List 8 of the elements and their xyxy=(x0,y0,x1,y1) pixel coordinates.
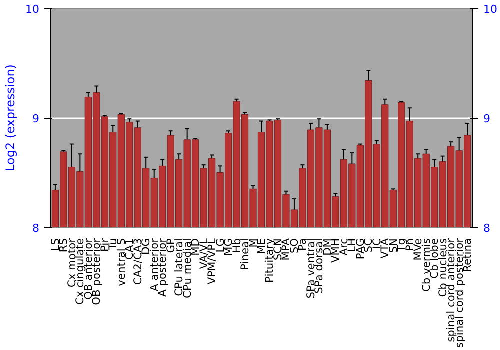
y2-tick-label: 9 xyxy=(484,112,490,126)
y-tick-label: 9 xyxy=(32,112,40,126)
y2-tick-label: 10 xyxy=(484,3,498,16)
y-axis-title: Log2 (expression) xyxy=(4,64,18,172)
y-tick-label: 10 xyxy=(26,3,40,16)
y2-tick-label: 8 xyxy=(484,222,490,235)
x-tick-label: Pituitary xyxy=(263,238,276,283)
y-tick-label: 8 xyxy=(32,222,40,235)
